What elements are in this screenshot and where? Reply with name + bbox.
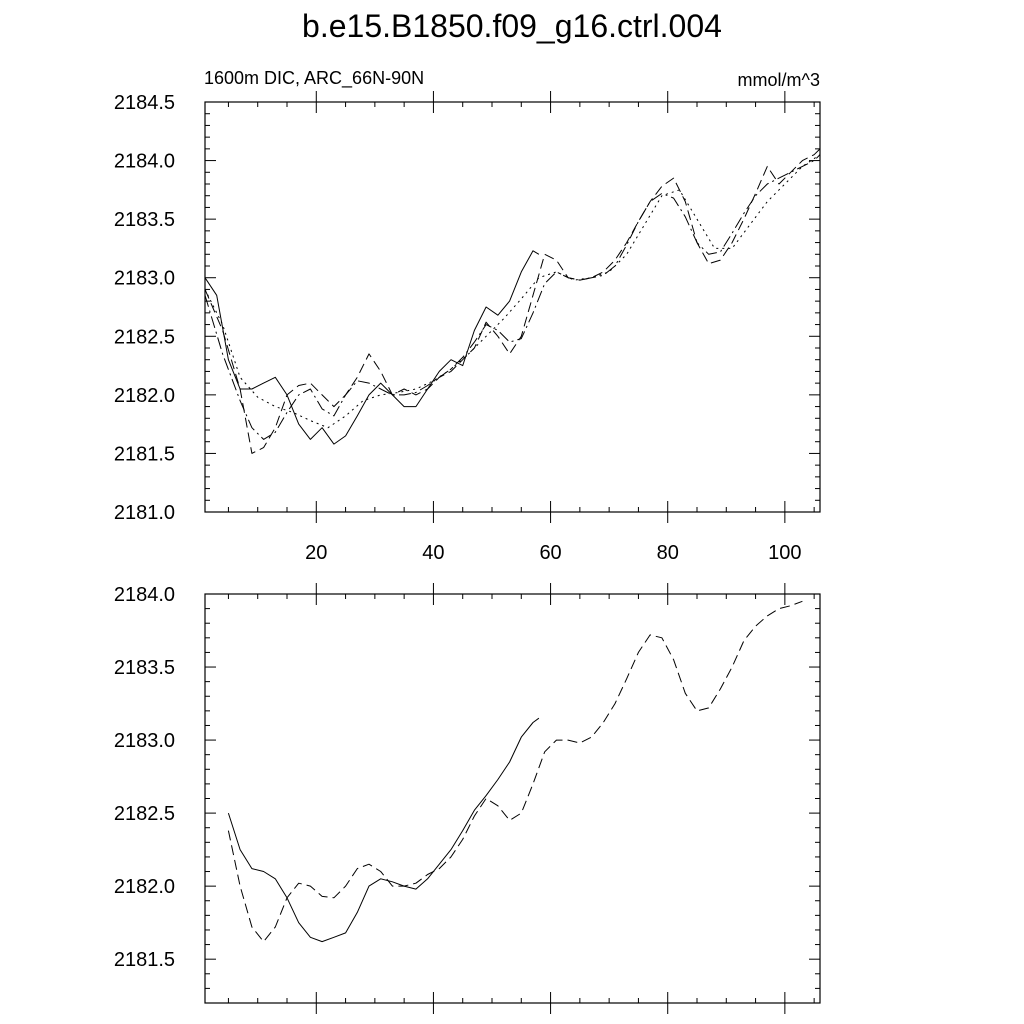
top-y-tick-label: 2181.5 — [114, 443, 175, 465]
bottom-y-tick-label: 2182.5 — [114, 803, 175, 825]
bottom-y-tick-label: 2183.0 — [114, 730, 175, 752]
bottom-panel: 2181.5 2182.0 2182.5 2183.0 2183.5 2184.0 — [114, 583, 821, 1014]
top-panel-units: mmol/m^3 — [738, 70, 820, 90]
figure-title: b.e15.B1850.f09_g16.ctrl.004 — [302, 8, 722, 44]
top-y-tick-label: 2182.0 — [114, 385, 175, 407]
top-x-tick-label: 60 — [539, 542, 561, 564]
bottom-y-tick-label: 2182.0 — [114, 876, 175, 898]
top-panel: 1600m DIC, ARC_66N-90N mmol/m^3 2181.021… — [114, 68, 821, 564]
top-series-dotted-line — [204, 154, 821, 429]
top-panel-subtitle-left: 1600m DIC, ARC_66N-90N — [204, 68, 424, 89]
top-y-tick-label: 2182.5 — [114, 326, 175, 348]
top-plot-frame — [204, 101, 821, 513]
top-series-dash-dot-line — [204, 154, 821, 440]
top-x-tick-label: 40 — [422, 542, 444, 564]
top-series-group — [204, 148, 821, 454]
bottom-axes: 2181.5 2182.0 2182.5 2183.0 2183.5 2184.0 — [114, 583, 821, 1014]
bottom-series-solid-line — [227, 717, 540, 943]
top-y-tick-label: 2183.5 — [114, 209, 175, 231]
bottom-series-dashed-line — [227, 600, 803, 943]
top-series-solid-line — [204, 250, 540, 445]
top-axes: 2181.0 2181.5 2182.0 2182.5 2183.0 2183.5 2184… — [114, 91, 821, 564]
top-y-tick-label: 2181.0 — [114, 502, 175, 524]
top-series-dashed-line — [204, 148, 821, 454]
top-y-tick-label: 2184.5 — [114, 92, 175, 114]
top-x-tick-label: 100 — [768, 542, 801, 564]
bottom-y-tick-label: 2184.0 — [114, 584, 175, 606]
top-y-tick-label: 2184.0 — [114, 151, 175, 173]
top-x-tick-label: 80 — [657, 542, 679, 564]
top-y-tick-label: 2183.0 — [114, 268, 175, 290]
bottom-y-tick-label: 2183.5 — [114, 657, 175, 679]
bottom-y-tick-label: 2181.5 — [114, 949, 175, 971]
bottom-plot-frame — [204, 593, 821, 1004]
bottom-series-group — [227, 600, 803, 943]
top-x-tick-label: 20 — [305, 542, 327, 564]
